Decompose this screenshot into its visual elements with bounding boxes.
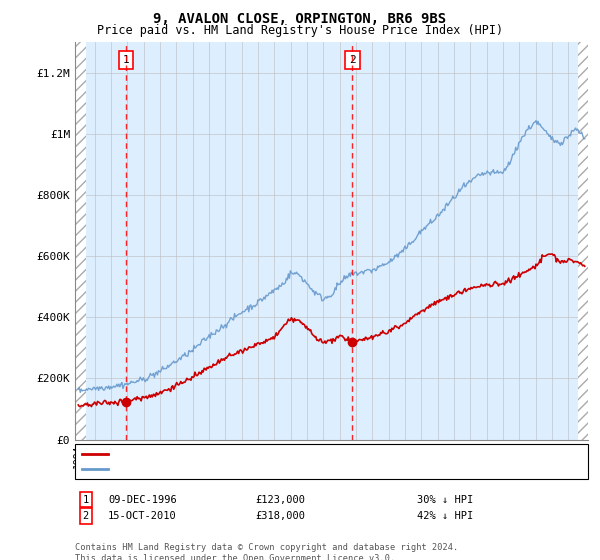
Text: Price paid vs. HM Land Registry's House Price Index (HPI): Price paid vs. HM Land Registry's House … xyxy=(97,24,503,36)
Text: £318,000: £318,000 xyxy=(255,511,305,521)
Bar xyxy=(70,42,86,440)
Text: Contains HM Land Registry data © Crown copyright and database right 2024.
This d: Contains HM Land Registry data © Crown c… xyxy=(75,543,458,560)
Text: HPI: Average price, detached house, Bromley: HPI: Average price, detached house, Brom… xyxy=(112,464,381,474)
Text: 2: 2 xyxy=(349,55,356,65)
Text: 2: 2 xyxy=(83,511,89,521)
Bar xyxy=(578,42,593,440)
Text: 9, AVALON CLOSE, ORPINGTON, BR6 9BS (detached house): 9, AVALON CLOSE, ORPINGTON, BR6 9BS (det… xyxy=(112,449,437,459)
Text: 1: 1 xyxy=(83,494,89,505)
Text: 15-OCT-2010: 15-OCT-2010 xyxy=(108,511,177,521)
Text: 9, AVALON CLOSE, ORPINGTON, BR6 9BS: 9, AVALON CLOSE, ORPINGTON, BR6 9BS xyxy=(154,12,446,26)
Text: 30% ↓ HPI: 30% ↓ HPI xyxy=(417,494,473,505)
Text: £123,000: £123,000 xyxy=(255,494,305,505)
Text: 1: 1 xyxy=(123,55,130,65)
Text: 09-DEC-1996: 09-DEC-1996 xyxy=(108,494,177,505)
Text: 42% ↓ HPI: 42% ↓ HPI xyxy=(417,511,473,521)
